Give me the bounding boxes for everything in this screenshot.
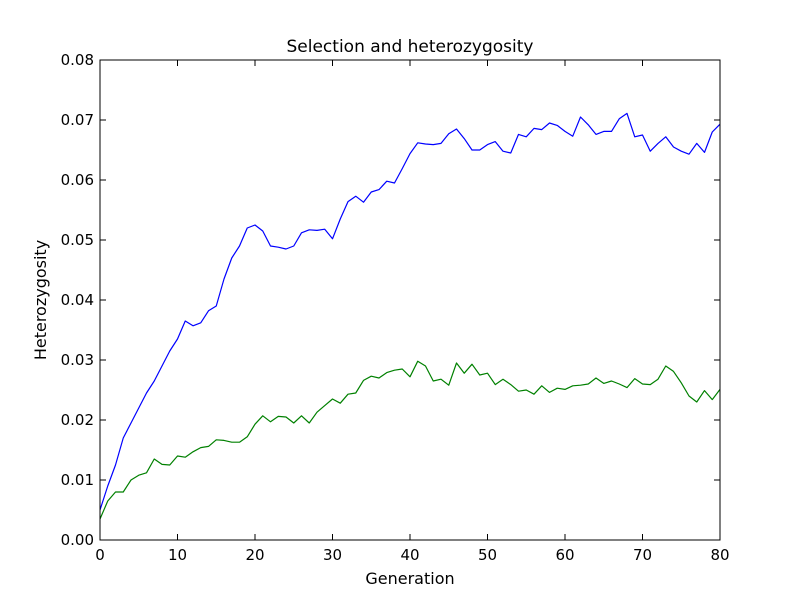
chart-title: Selection and heterozygosity — [287, 37, 534, 57]
x-tick-label: 10 — [168, 546, 187, 564]
y-tick-label: 0.07 — [61, 111, 94, 129]
series-line-2 — [99, 360, 721, 520]
x-axis-label: Generation — [365, 569, 454, 588]
x-tick-label: 80 — [710, 546, 729, 564]
y-tick-label: 0.00 — [61, 531, 94, 549]
x-tick-label: 0 — [95, 546, 105, 564]
y-axis: 0.00 0.01 0.02 0.03 0.04 0.05 0.06 0.07 0.08 — [61, 51, 720, 549]
y-tick-label: 0.04 — [61, 291, 94, 309]
series-line-1 — [99, 112, 721, 511]
x-tick-label: 70 — [633, 546, 652, 564]
x-tick-label: 40 — [400, 546, 419, 564]
x-tick-label: 30 — [323, 546, 342, 564]
series-layer — [99, 112, 721, 520]
y-tick-label: 0.02 — [61, 411, 94, 429]
y-tick-label: 0.06 — [61, 171, 94, 189]
x-tick-label: 50 — [478, 546, 497, 564]
y-axis-label: Heterozygosity — [31, 240, 50, 360]
x-tick-label: 20 — [245, 546, 264, 564]
y-tick-label: 0.01 — [61, 471, 94, 489]
y-tick-label: 0.08 — [61, 51, 94, 69]
y-tick-label: 0.05 — [61, 231, 94, 249]
y-tick-label: 0.03 — [61, 351, 94, 369]
x-tick-label: 60 — [555, 546, 574, 564]
x-axis: 0 10 20 30 40 50 60 70 80 — [95, 60, 730, 564]
